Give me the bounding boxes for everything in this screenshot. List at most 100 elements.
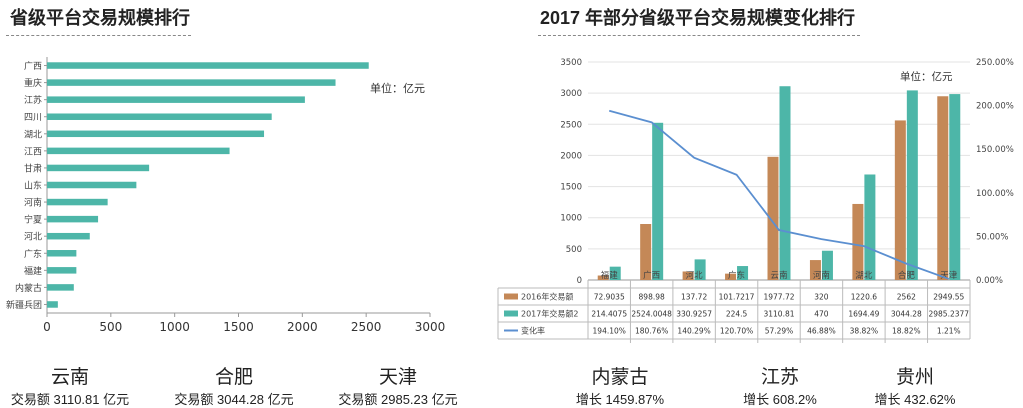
y-left-tick-label: 2000 — [560, 151, 582, 161]
bar-2016 — [767, 156, 779, 280]
unit-label: 单位：亿元 — [370, 81, 425, 95]
category-label: 河北 — [24, 231, 42, 243]
x-tick-label: 3000 — [415, 320, 446, 334]
bar-2017 — [949, 94, 961, 280]
bar — [47, 130, 265, 138]
data-label: 320 — [814, 293, 829, 302]
data-label: 38.82% — [850, 327, 879, 336]
data-label: 2985.2377 — [928, 310, 969, 319]
bar-2016 — [597, 275, 609, 280]
y-right-tick-label: 200.00% — [976, 102, 1014, 112]
category-label: 重庆 — [24, 77, 42, 89]
category-label: 四川 — [24, 113, 42, 123]
category-label: 甘肃 — [24, 162, 42, 174]
right-stat-name: 江苏 — [760, 367, 799, 388]
right-panel-title: 2017 年部分省级平台交易规模变化排行 — [540, 8, 856, 28]
data-label: 1.21% — [937, 327, 961, 336]
y-right-tick-label: 0.00% — [976, 276, 1003, 286]
data-label: 57.29% — [765, 327, 794, 336]
left-stat-name: 天津 — [378, 367, 417, 388]
data-label: 180.76% — [635, 327, 668, 336]
left-panel-title: 省级平台交易规模排行 — [10, 8, 190, 28]
bar-2016 — [894, 120, 906, 280]
category-label: 湖北 — [24, 129, 42, 140]
x-tick-label: 1000 — [159, 320, 190, 334]
data-label: 1977.72 — [763, 293, 794, 302]
bar — [47, 62, 369, 69]
left-title-underline — [6, 35, 191, 36]
data-label: 72.9035 — [594, 293, 625, 302]
data-label: 101.7217 — [719, 293, 755, 302]
bar — [47, 267, 77, 274]
category-label: 内蒙古 — [15, 282, 42, 294]
bar-2016 — [725, 273, 737, 280]
bar-2017 — [906, 90, 918, 280]
bar-2016 — [640, 224, 652, 280]
bar-2016 — [852, 203, 864, 280]
bar — [47, 284, 74, 291]
category-label: 湖北 — [855, 271, 873, 281]
category-label: 江苏 — [24, 94, 42, 106]
x-tick-label: 2500 — [351, 320, 382, 334]
data-label: 1694.49 — [848, 310, 879, 319]
bar-2017 — [864, 174, 876, 280]
y-left-tick-label: 3000 — [560, 89, 582, 99]
right-stat-value: 增长 432.62% — [874, 392, 956, 407]
bar — [47, 232, 90, 240]
right-stat-value: 增长 608.2% — [743, 392, 817, 407]
data-label: 120.70% — [720, 327, 753, 336]
unit-label: 单位：亿元 — [900, 70, 953, 83]
legend-label: 2016年交易额 — [521, 292, 573, 302]
left-stat-value: 交易额 2985.23 亿元 — [338, 392, 458, 407]
data-label: 224.5 — [726, 310, 748, 319]
left-stat-name: 合肥 — [214, 367, 253, 388]
category-label: 广西 — [24, 60, 42, 72]
bar — [47, 147, 230, 155]
data-label: 2524.0048 — [631, 310, 672, 319]
y-right-tick-label: 150.00% — [976, 145, 1014, 155]
bar — [47, 301, 58, 308]
y-left-tick-label: 1500 — [560, 183, 582, 193]
y-left-tick-label: 1000 — [560, 214, 582, 224]
data-label: 137.72 — [681, 293, 707, 302]
legend-swatch — [504, 310, 518, 317]
category-label: 山东 — [24, 180, 42, 192]
category-label: 广东 — [728, 270, 745, 281]
left-stat-value: 交易额 3110.81 亿元 — [10, 392, 130, 407]
data-label: 3110.81 — [763, 310, 794, 319]
data-label: 140.29% — [677, 327, 710, 336]
bar-2017 — [652, 122, 664, 280]
bar-2016 — [937, 96, 949, 280]
data-label: 18.82% — [892, 327, 921, 336]
x-tick-label: 500 — [99, 320, 122, 334]
bar — [47, 113, 272, 120]
data-label: 470 — [814, 310, 829, 319]
left-stat-value: 交易额 3044.28 亿元 — [174, 392, 294, 407]
data-label: 330.9257 — [676, 310, 712, 319]
x-tick-label: 1500 — [223, 320, 254, 334]
y-left-tick-label: 3500 — [560, 58, 582, 68]
bar — [47, 96, 305, 103]
bar-2017 — [779, 86, 791, 280]
bar-2016 — [809, 260, 821, 280]
category-label: 宁夏 — [24, 214, 42, 226]
category-label: 福建 — [24, 265, 42, 277]
data-label: 46.88% — [807, 327, 836, 336]
category-label: 河北 — [686, 270, 704, 281]
legend-label: 2017年交易额2 — [521, 309, 578, 319]
right-stat-value: 增长 1459.87% — [575, 392, 665, 407]
y-left-tick-label: 500 — [566, 245, 582, 255]
right-change-chart: 0 500 1000 1500 2000 2500 3000 3500 0.00% 50.00% 1… — [497, 58, 1014, 343]
legend-label: 变化率 — [521, 326, 545, 336]
y-right-tick-label: 100.00% — [976, 189, 1014, 199]
bar — [47, 250, 77, 257]
change-rate-line — [608, 109, 950, 280]
data-label: 3044.28 — [891, 310, 922, 319]
category-label: 广西 — [643, 270, 660, 281]
category-label: 新疆兵团 — [6, 299, 42, 311]
right-title-underline — [538, 35, 860, 36]
data-label: 1220.6 — [851, 293, 877, 302]
x-tick-label: 0 — [43, 320, 51, 334]
bar-2017 — [737, 266, 749, 280]
